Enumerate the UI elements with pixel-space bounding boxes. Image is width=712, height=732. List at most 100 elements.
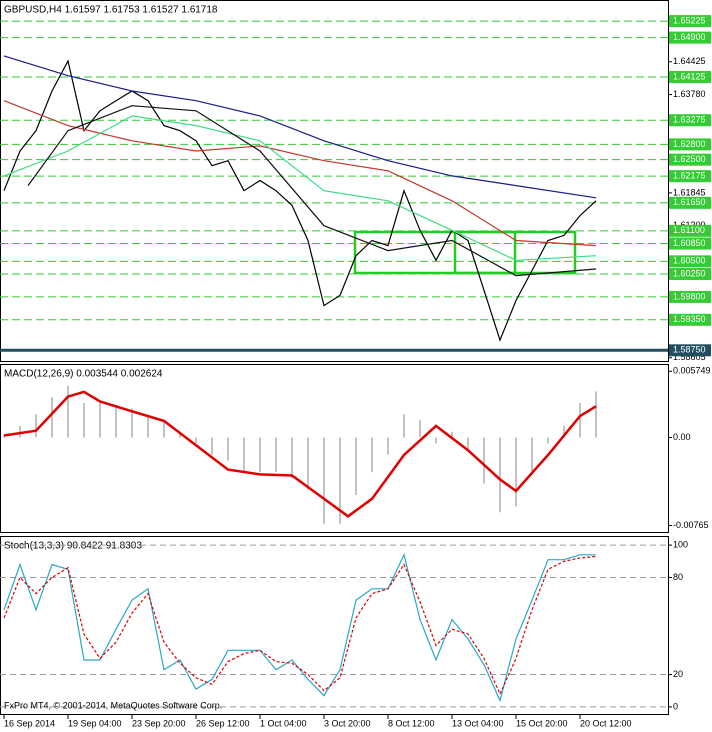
level-tag: [669, 114, 711, 127]
histogram-bar: [531, 437, 533, 473]
key-level-tag: [669, 344, 711, 357]
histogram-bar: [3, 435, 5, 438]
panel-title: MACD(12,26,9) 0.003544 0.002624: [4, 369, 163, 380]
price-line: [3, 59, 597, 342]
level-label: 1.59800: [673, 291, 706, 301]
range-box: [453, 230, 577, 275]
histogram-bar: [307, 437, 309, 490]
histogram-bar: [355, 437, 357, 496]
histogram-bar: [467, 437, 469, 449]
level-tag: [669, 138, 711, 151]
histogram-bar: [115, 405, 117, 438]
y-tick-label: 80: [673, 572, 683, 582]
level-label: 1.62175: [673, 171, 706, 181]
level-label: 1.64900: [673, 32, 706, 42]
x-tick-label: 19 Sep 04:00: [68, 718, 122, 728]
y-tick-label: 20: [673, 669, 683, 679]
histogram-bar: [323, 437, 325, 524]
histogram-bar: [483, 437, 485, 484]
x-tick-label: 8 Oct 12:00: [388, 718, 435, 728]
histogram-bar: [403, 414, 405, 438]
level-tag: [669, 290, 711, 303]
x-tick-label: 16 Sep 2014: [4, 718, 55, 728]
indicator-line: [3, 555, 597, 696]
level-label: 1.62500: [673, 154, 706, 164]
x-tick-label: 26 Sep 12:00: [196, 718, 250, 728]
x-tick-label: 23 Sep 20:00: [132, 718, 186, 728]
level-tag: [669, 255, 711, 268]
histogram-bar: [67, 385, 69, 438]
histogram-bar: [259, 437, 261, 473]
histogram-bar: [435, 437, 437, 444]
histogram-bar: [211, 437, 213, 455]
indicator-line: [3, 390, 597, 518]
level-label: 1.60850: [673, 238, 706, 248]
histogram-bar: [35, 414, 37, 438]
key-level-label: 1.58750: [673, 345, 706, 355]
x-tick-label: 3 Oct 20:00: [324, 718, 371, 728]
level-tag: [669, 170, 711, 183]
moving-average: [3, 115, 597, 261]
histogram-bar: [51, 397, 53, 438]
level-tag: [669, 153, 711, 166]
level-label: 1.61100: [673, 225, 705, 235]
histogram-bar: [83, 402, 85, 438]
histogram-bar: [547, 437, 549, 444]
histogram-bar: [563, 425, 565, 438]
histogram-bar: [99, 402, 101, 438]
y-tick-label: 1.63780: [673, 89, 706, 99]
histogram-bar: [451, 431, 453, 438]
macd-panel: [0, 364, 669, 533]
y-tick-label: 100: [673, 539, 688, 549]
level-label: 1.60500: [673, 256, 706, 266]
level-label: 1.61650: [673, 197, 706, 207]
x-tick-label: 20 Oct 12:00: [580, 718, 632, 728]
y-tick-label: 0.005749: [673, 366, 711, 376]
histogram-bar: [515, 437, 517, 507]
y-tick-label: -0.00765: [673, 520, 709, 530]
x-tick-label: 15 Oct 20:00: [516, 718, 568, 728]
copyright: FxPro MT4, © 2001-2014, MetaQuotes Softw…: [4, 700, 222, 710]
level-tag: [669, 15, 711, 28]
panel-title: Stoch(13,3,3) 90.8422 91.8303: [4, 541, 142, 552]
histogram-bar: [243, 437, 245, 473]
indicator-line: [3, 553, 596, 703]
y-tick-label: 1.58605: [673, 352, 706, 362]
histogram-bar: [227, 437, 229, 461]
histogram-bar: [147, 414, 149, 438]
histogram-bar: [579, 402, 581, 438]
level-label: 1.65225: [673, 15, 706, 25]
histogram-bar: [371, 437, 373, 473]
histogram-bar: [163, 420, 165, 438]
range-box: [353, 230, 517, 275]
histogram-bar: [291, 437, 293, 478]
x-tick-label: 13 Oct 04:00: [452, 718, 504, 728]
level-label: 1.63275: [673, 115, 706, 125]
x-tick-label: 1 Oct 04:00: [260, 718, 307, 728]
level-label: 1.62800: [673, 139, 706, 149]
level-label: 1.64125: [673, 71, 706, 81]
histogram-bar: [275, 437, 277, 473]
level-tag: [669, 71, 711, 84]
level-label: 1.60250: [673, 268, 706, 278]
price-panel: [0, 0, 669, 362]
histogram-bar: [19, 425, 21, 438]
histogram-bar: [339, 437, 341, 524]
level-label: 1.59350: [673, 314, 706, 324]
histogram-bar: [387, 437, 389, 455]
level-tag: [669, 313, 711, 326]
level-tag: [669, 224, 711, 237]
y-tick-label: 0: [673, 701, 678, 711]
level-tag: [669, 196, 711, 209]
y-tick-label: 1.64425: [673, 56, 706, 66]
histogram-bar: [595, 391, 597, 438]
level-tag: [669, 31, 711, 44]
histogram-bar: [499, 437, 501, 513]
histogram-bar: [195, 437, 197, 444]
level-tag: [669, 268, 711, 281]
moving-average: [27, 105, 597, 277]
histogram-bar: [419, 420, 421, 438]
y-tick-label: 0.00: [673, 432, 691, 442]
stoch-panel: [0, 536, 669, 715]
panel-title: GBPUSD,H4 1.61597 1.61753 1.61527 1.6171…: [4, 5, 218, 16]
